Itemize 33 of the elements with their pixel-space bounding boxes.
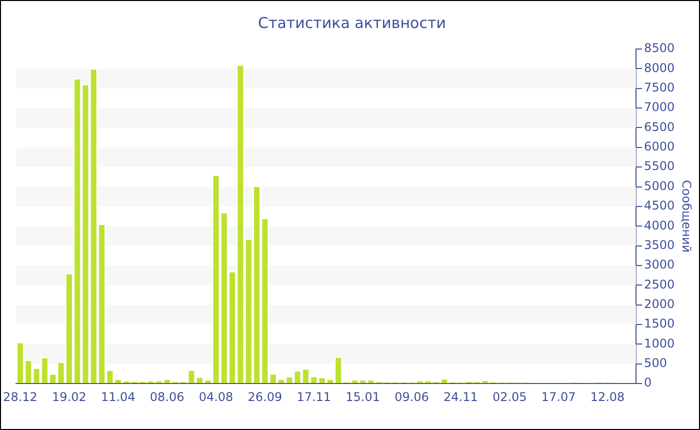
x-tick-label: 11.04: [100, 390, 136, 404]
y-tick-label: 2000: [644, 296, 675, 311]
x-tick-label: 08.06: [150, 390, 184, 404]
x-tick-label: 17.07: [541, 390, 576, 404]
y-tick-label: 1500: [644, 316, 675, 331]
x-tick-label: 26.09: [248, 390, 282, 404]
x-tick-label: 17.11: [296, 390, 332, 404]
y-tick-label: 3000: [644, 258, 675, 272]
y-tick-label: 4500: [644, 198, 675, 213]
x-tick-label: 19.02: [52, 390, 86, 404]
y-tick-label: 5500: [644, 159, 675, 174]
x-tick-label: 15.01: [346, 390, 380, 404]
y-tick-label: 2500: [644, 277, 675, 292]
x-tick-label: 04.08: [198, 390, 234, 404]
y-tick-label: 7000: [644, 100, 675, 114]
chart-title: Статистика активности: [258, 14, 446, 32]
x-tick-label: 02.05: [492, 390, 527, 404]
y-tick-label: 8000: [644, 60, 675, 75]
y-tick-label: 5000: [644, 178, 675, 193]
y-tick-label: 500: [644, 356, 667, 370]
x-tick-label: 09.06: [394, 390, 429, 404]
y-tick-label: 0: [644, 376, 652, 390]
y-tick-label: 6000: [644, 140, 675, 154]
y-tick-label: 3500: [644, 238, 675, 252]
y-tick-label: 7500: [644, 80, 675, 94]
x-tick-label: 12.08: [590, 390, 625, 404]
x-tick-label: 24.11: [444, 390, 478, 404]
y-tick-label: 8500: [644, 41, 675, 56]
y-tick-label: 4000: [644, 218, 675, 232]
y-axis-title: Сообщений: [680, 180, 694, 253]
x-tick-label: 28.12: [3, 390, 38, 404]
y-tick-label: 6500: [644, 120, 675, 134]
y-tick-label: 1000: [644, 336, 675, 350]
